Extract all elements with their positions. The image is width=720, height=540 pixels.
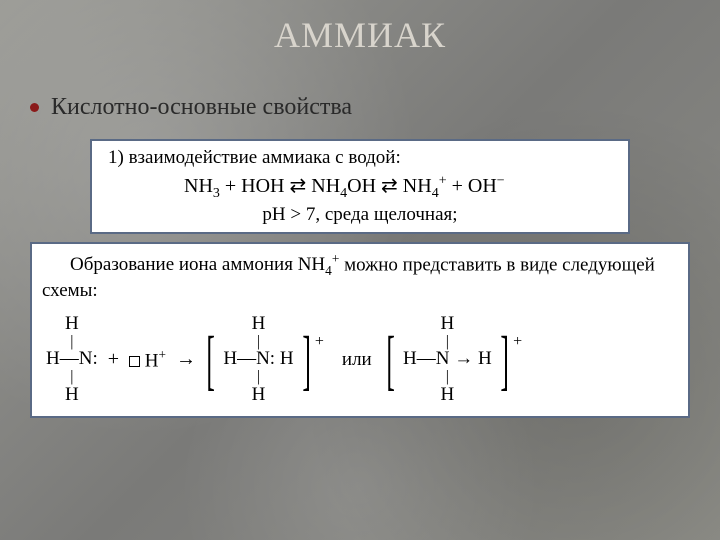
charge-plus: + <box>315 333 324 351</box>
struct-mid: H—N: H <box>223 349 293 370</box>
square-icon <box>129 356 140 367</box>
reaction-equation: NH3 + HOH ⇄ NH4OH ⇄ NH4+ + OH− <box>184 173 616 202</box>
a: H <box>478 348 492 369</box>
intro-s1: 4 <box>325 263 332 278</box>
bracket-close: ] <box>302 333 311 387</box>
charge-plus: + <box>513 333 522 351</box>
structure-diagram: H | H—N: | H + H+ → [ H | H—N: H | H ] +… <box>42 314 678 405</box>
a: H <box>223 348 237 369</box>
a: N <box>79 348 93 369</box>
reaction-heading: 1) взаимодействие аммиака с водой: <box>108 147 616 169</box>
atom-H-top: H <box>223 314 293 335</box>
bond-v: | <box>46 335 98 349</box>
eq-p3: OH ⇄ NH <box>347 175 432 197</box>
reaction-box: 1) взаимодействие аммиака с водой: NH3 +… <box>90 139 630 234</box>
atom-H-bot: H <box>403 385 492 406</box>
eq-s3: 4 <box>432 186 439 201</box>
atom-H-top: H <box>403 314 492 335</box>
struct-mid: H—N → H <box>403 349 492 370</box>
bond-v: | <box>223 335 293 349</box>
scheme-box: Образование иона аммония NH4+ можно пред… <box>30 242 690 418</box>
bond-v: | <box>403 370 492 384</box>
arrow-op: → <box>174 348 198 371</box>
a: N <box>436 348 450 369</box>
plus-op: + <box>106 348 121 371</box>
bond-v: | <box>46 370 98 384</box>
lone-pair-box: H+ <box>129 347 166 372</box>
hc: + <box>159 347 167 362</box>
struct-nh3: H | H—N: | H <box>46 314 98 405</box>
eq-sup1: + <box>439 173 447 188</box>
h: H <box>145 350 159 371</box>
scheme-intro: Образование иона аммония NH4+ можно пред… <box>42 250 678 304</box>
struct-nh4-a: H | H—N: H | H <box>223 314 293 405</box>
bracket-open: [ <box>206 333 215 387</box>
struct-mid: H—N: <box>46 349 98 370</box>
eq-p2: + HOH ⇄ NH <box>220 175 340 197</box>
bond-v: | <box>223 370 293 384</box>
a: H <box>280 348 294 369</box>
eq-p1: NH <box>184 175 213 197</box>
bond-v: | <box>403 335 492 349</box>
reaction-ph: pH > 7, среда щелочная; <box>104 204 616 226</box>
or-word: или <box>336 349 378 371</box>
a: N <box>256 348 270 369</box>
slide-title: АММИАК <box>0 0 720 56</box>
atom-H-top: H <box>46 314 98 335</box>
a: H <box>46 348 60 369</box>
a: H <box>403 348 417 369</box>
bracket-open: [ <box>386 333 395 387</box>
bracket-close: ] <box>500 333 509 387</box>
intro-p1: Образование иона аммония NH <box>70 254 325 275</box>
bullet-dot <box>30 103 39 112</box>
atom-H-bot: H <box>46 385 98 406</box>
bullet-text: Кислотно-основные свойства <box>51 94 352 121</box>
eq-sup2: − <box>497 173 505 188</box>
atom-H-bot: H <box>223 385 293 406</box>
bullet-row: Кислотно-основные свойства <box>30 94 720 121</box>
eq-p4: + OH <box>447 175 497 197</box>
struct-nh4-b: H | H—N → H | H <box>403 314 492 405</box>
eq-s1: 3 <box>213 186 220 201</box>
